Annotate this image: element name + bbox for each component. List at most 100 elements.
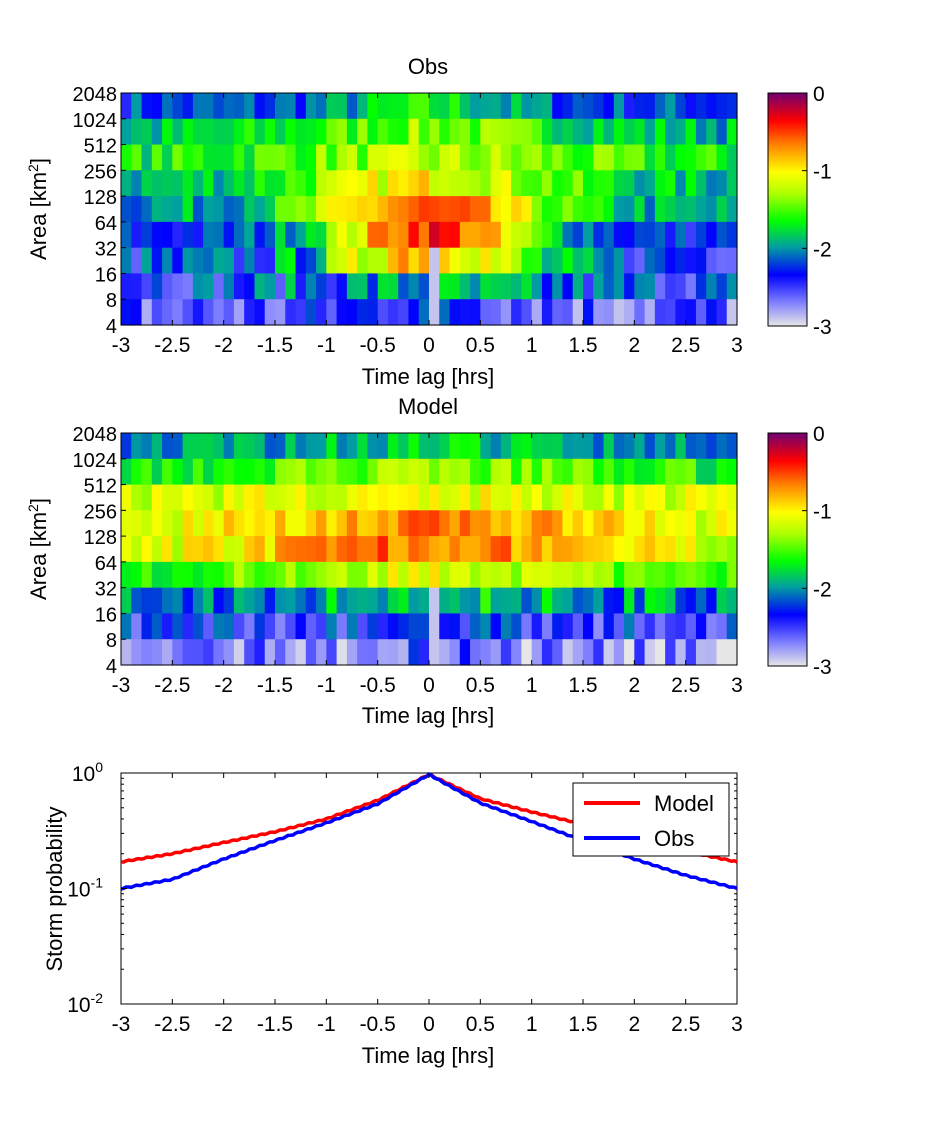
heatmap-cell: [449, 510, 461, 537]
heatmap-cell: [552, 196, 564, 223]
heatmap-cell: [316, 433, 327, 460]
heatmap-cell: [490, 458, 502, 486]
heatmap-cell: [398, 273, 410, 300]
heatmap-cell: [675, 93, 687, 120]
heatmap-cell: [541, 247, 553, 275]
heatmap-cell: [377, 247, 389, 275]
heatmap-cell: [695, 196, 707, 223]
heatmap-cell: [316, 484, 327, 511]
heatmap-cell: [603, 221, 615, 249]
heatmap-cell: [654, 170, 666, 197]
heatmap-cell: [624, 118, 635, 146]
heatmap-cell: [192, 561, 204, 589]
heatmap-cell: [500, 118, 512, 146]
heatmap-cell: [336, 458, 348, 486]
heatmap-cell: [685, 144, 697, 171]
x-tick-label: -1: [317, 674, 336, 697]
heatmap-cell: [141, 613, 153, 640]
heatmap-cell: [172, 144, 184, 171]
heatmap-cell: [459, 587, 471, 615]
heatmap-cell: [172, 561, 184, 589]
heatmap-cell: [192, 299, 204, 326]
heatmap-cell: [511, 144, 522, 171]
heatmap-cell: [316, 247, 327, 275]
heatmap-cell: [264, 196, 276, 223]
heatmap-cell: [223, 639, 235, 666]
heatmap-cell: [192, 484, 204, 511]
x-tick-label: -1.5: [257, 1013, 293, 1036]
heatmap-cell: [429, 587, 440, 615]
heatmap-cell: [562, 561, 574, 589]
heatmap-cell: [562, 458, 574, 486]
heatmap-cell: [151, 247, 163, 275]
heatmap-cell: [480, 433, 492, 460]
heatmap-cell: [541, 458, 553, 486]
heatmap-cell: [203, 458, 214, 486]
heatmap-cell: [583, 587, 594, 615]
heatmap-cell: [541, 299, 553, 326]
heatmap-cell: [398, 587, 410, 615]
x-tick-label: -2: [214, 674, 233, 697]
heatmap-cell: [346, 587, 358, 615]
heatmap-cell: [254, 170, 266, 197]
heatmap-cell: [644, 118, 656, 146]
heatmap-cell: [285, 93, 297, 120]
heatmap-cell: [192, 458, 204, 486]
heatmap-cell: [541, 196, 553, 223]
heatmap-cell: [121, 536, 132, 563]
heatmap-cell: [490, 273, 502, 300]
heatmap-cell: [521, 118, 533, 146]
heatmap-cell: [141, 510, 153, 537]
heatmap-cell: [541, 587, 553, 615]
line-y-ticks: 100 10-1 10-2: [67, 759, 127, 1017]
heatmap-cell: [459, 510, 471, 537]
x-tick-label: 1.5: [568, 334, 597, 357]
heatmap-cell: [480, 221, 492, 249]
heatmap-cell: [151, 484, 163, 511]
heatmap-cell: [275, 458, 286, 486]
heatmap-cell: [500, 587, 512, 615]
heatmap-cell: [624, 299, 635, 326]
heatmap-cell: [295, 433, 307, 460]
heatmap-cell: [377, 536, 389, 563]
heatmap-cell: [449, 536, 461, 563]
heatmap-cell: [449, 433, 461, 460]
heatmap-cell: [346, 458, 358, 486]
heatmap-cell: [316, 613, 327, 640]
heatmap-cell: [470, 536, 481, 563]
heatmap-cell: [244, 93, 256, 120]
heatmap-cell: [141, 118, 153, 146]
heatmap-cell: [541, 170, 553, 197]
x-tick-label: 3: [731, 334, 743, 357]
heatmap-cell: [490, 536, 502, 563]
heatmap-cell: [654, 144, 666, 171]
heatmap-cell: [377, 458, 389, 486]
heatmap-cell: [449, 247, 461, 275]
heatmap-cell: [685, 433, 697, 460]
heatmap-cell: [141, 247, 153, 275]
heatmap-cell: [367, 433, 379, 460]
heatmap-cell: [336, 247, 348, 275]
heatmap-cell: [275, 273, 286, 300]
heatmap-cell: [408, 458, 420, 486]
heatmap-cell: [583, 144, 594, 171]
heatmap-cell: [603, 639, 615, 666]
heatmap-cell: [654, 536, 666, 563]
heatmap-cell: [665, 247, 676, 275]
heatmap-cell: [398, 561, 410, 589]
heatmap-cell: [459, 273, 471, 300]
heatmap-cell: [439, 536, 451, 563]
heatmap-cell: [182, 299, 194, 326]
heatmap-cell: [654, 433, 666, 460]
x-tick-label: 2.5: [671, 1013, 700, 1036]
heatmap-cell: [141, 221, 153, 249]
heatmap-cell: [367, 484, 379, 511]
heatmap-cell: [377, 561, 389, 589]
heatmap-cell: [203, 510, 214, 537]
heatmap-cell: [654, 247, 666, 275]
heatmap-cell: [192, 144, 204, 171]
heatmap-cell: [634, 613, 646, 640]
heatmap-cell: [429, 144, 440, 171]
heatmap-cell: [665, 144, 676, 171]
heatmap-cell: [398, 144, 410, 171]
